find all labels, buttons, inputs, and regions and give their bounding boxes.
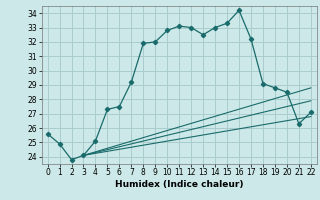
X-axis label: Humidex (Indice chaleur): Humidex (Indice chaleur) [115, 180, 244, 189]
